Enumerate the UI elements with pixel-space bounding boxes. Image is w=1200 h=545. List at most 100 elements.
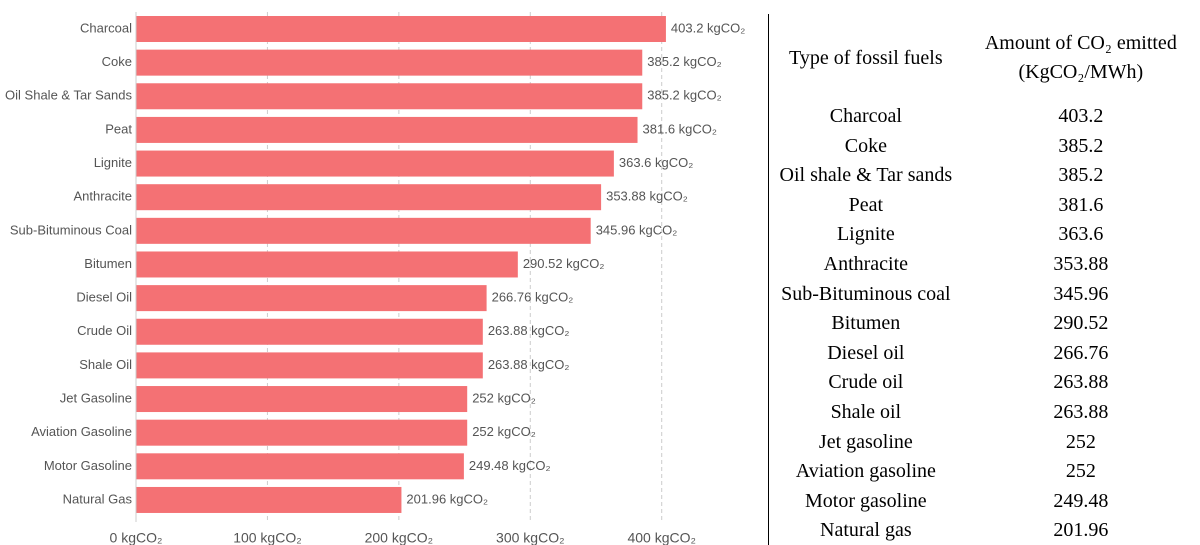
y-tick-label: Anthracite — [73, 189, 132, 204]
bar — [136, 184, 602, 211]
value-label: 353.88 kgCO₂ — [606, 189, 688, 204]
table-row: Shale oil 263.88 — [769, 398, 1199, 428]
table-cell: Lignite — [836, 223, 895, 246]
y-tick-label: Lignite — [94, 155, 132, 170]
y-tick-label: Crude Oil — [77, 323, 132, 338]
table-row: Natural gas 201.96 — [769, 516, 1199, 545]
table-row: Bitumen 290.52 — [769, 309, 1199, 339]
table-panel: Type of fossil fuels Amount of CO₂ emitte… — [768, 14, 1200, 545]
table-cell: 385.2 — [1058, 134, 1104, 157]
bar — [136, 251, 518, 278]
table-cell: Shale oil — [830, 400, 902, 423]
table-row: Aviation gasoline 252 — [769, 457, 1199, 487]
x-tick-label: 100 kgCO₂ — [233, 530, 301, 545]
table-cell: Bitumen — [831, 312, 901, 335]
x-tick-label: 0 kgCO₂ — [110, 530, 163, 545]
table-cell: 249.48 — [1053, 489, 1109, 512]
value-label: 290.52 kgCO₂ — [523, 256, 605, 271]
y-tick-label: Aviation Gasoline — [31, 424, 132, 439]
y-tick-label: Peat — [105, 121, 132, 136]
table-cell: Aviation gasoline — [795, 460, 936, 483]
x-tick-label: 300 kgCO₂ — [496, 530, 564, 545]
value-label: 345.96 kgCO₂ — [596, 222, 678, 237]
table-row: Crude oil 263.88 — [769, 368, 1199, 398]
y-tick-label: Coke — [102, 54, 132, 69]
table-cell: Sub-Bituminous coal — [781, 282, 951, 305]
table-row: Sub-Bituminous coal 345.96 — [769, 280, 1199, 310]
table-row: Motor gasoline 249.48 — [769, 487, 1199, 517]
table-cell: Jet gasoline — [818, 430, 913, 453]
table-row: Anthracite 353.88 — [769, 250, 1199, 280]
value-label: 252 kgCO₂ — [472, 390, 536, 405]
value-label: 266.76 kgCO₂ — [492, 290, 574, 305]
bar — [136, 285, 487, 312]
header-cell: Amount of CO₂ emitted (KgCO₂/MWh) — [984, 32, 1177, 83]
chart: 0 kgCO₂ 100 kgCO₂ 200 kgCO₂ 300 kgCO₂ 400 kg… — [5, 12, 745, 545]
y-tick-label: Diesel Oil — [76, 290, 132, 305]
bar — [136, 486, 402, 513]
value-label: 381.6 kgCO₂ — [643, 121, 717, 136]
table-cell: 201.96 — [1053, 519, 1109, 542]
bar — [136, 116, 638, 143]
table-cell: 403.2 — [1058, 105, 1104, 127]
value-label: 201.96 kgCO₂ — [406, 491, 488, 506]
y-tick-label: Jet Gasoline — [60, 390, 132, 405]
bar — [136, 318, 483, 345]
value-label: 263.88 kgCO₂ — [488, 357, 570, 372]
bar — [136, 83, 643, 110]
table-cell: Motor gasoline — [805, 489, 927, 512]
bar — [136, 419, 468, 446]
header-row: Type of fossil fuels Amount of CO₂ emitte… — [769, 14, 1199, 102]
table-cell: Coke — [844, 134, 887, 157]
table-cell: 263.88 — [1053, 371, 1109, 394]
value-label: 249.48 kgCO₂ — [469, 458, 551, 473]
table-cell: 363.6 — [1058, 223, 1104, 246]
y-tick-label: Natural Gas — [63, 491, 133, 506]
table-row: Jet gasoline 252 — [769, 428, 1199, 458]
value-label: 363.6 kgCO₂ — [619, 155, 693, 170]
value-label: 263.88 kgCO₂ — [488, 323, 570, 338]
table-cell: 266.76 — [1053, 341, 1109, 364]
table-cell: Charcoal — [829, 105, 902, 127]
y-tick-label: Sub-Bituminous Coal — [10, 222, 132, 237]
x-tick-label: 200 kgCO₂ — [365, 530, 433, 545]
table-row: Lignite 363.6 — [769, 220, 1199, 250]
bar — [136, 386, 468, 413]
header-cell: Type of fossil fuels — [789, 46, 943, 69]
table-cell: Peat — [848, 193, 884, 216]
table-row: Oil shale & Tar sands 385.2 — [769, 161, 1199, 191]
table-cell: 385.2 — [1058, 164, 1104, 187]
value-label: 252 kgCO₂ — [472, 424, 536, 439]
y-tick-label: Shale Oil — [79, 357, 132, 372]
table-cell: Anthracite — [823, 252, 909, 275]
x-tick-label: 400 kgCO₂ — [627, 530, 695, 545]
table-cell: Crude oil — [828, 371, 904, 394]
table-cell: Natural gas — [820, 519, 912, 542]
table-row: Diesel oil 266.76 — [769, 339, 1199, 369]
value-label: 403.2 kgCO₂ — [671, 20, 745, 35]
y-tick-label: Bitumen — [84, 256, 132, 271]
table-cell: 252 — [1065, 430, 1096, 453]
y-tick-label: Oil Shale & Tar Sands — [5, 88, 132, 103]
table-cell: 252 — [1065, 460, 1096, 483]
value-label: 385.2 kgCO₂ — [647, 54, 721, 69]
table-row: Coke 385.2 — [769, 132, 1199, 162]
bar — [136, 150, 614, 177]
table-cell: 290.52 — [1053, 312, 1109, 335]
table-cell: Oil shale & Tar sands — [779, 164, 953, 187]
table-cell: 381.6 — [1058, 193, 1104, 216]
value-label: 385.2 kgCO₂ — [647, 88, 721, 103]
table-cell: 353.88 — [1053, 252, 1109, 275]
bar — [136, 49, 643, 76]
table-cell: 263.88 — [1053, 400, 1109, 423]
bar — [136, 16, 666, 42]
y-tick-label: Motor Gasoline — [44, 458, 132, 473]
table-row: Charcoal 403.2 — [769, 102, 1199, 132]
table: Type of fossil fuels Amount of CO₂ emitte… — [769, 14, 1199, 545]
bar — [136, 217, 591, 244]
table-cell: 345.96 — [1053, 282, 1109, 305]
bar — [136, 453, 464, 480]
bar — [136, 352, 483, 379]
table-row: Peat 381.6 — [769, 191, 1199, 221]
y-tick-label: Charcoal — [80, 20, 132, 35]
